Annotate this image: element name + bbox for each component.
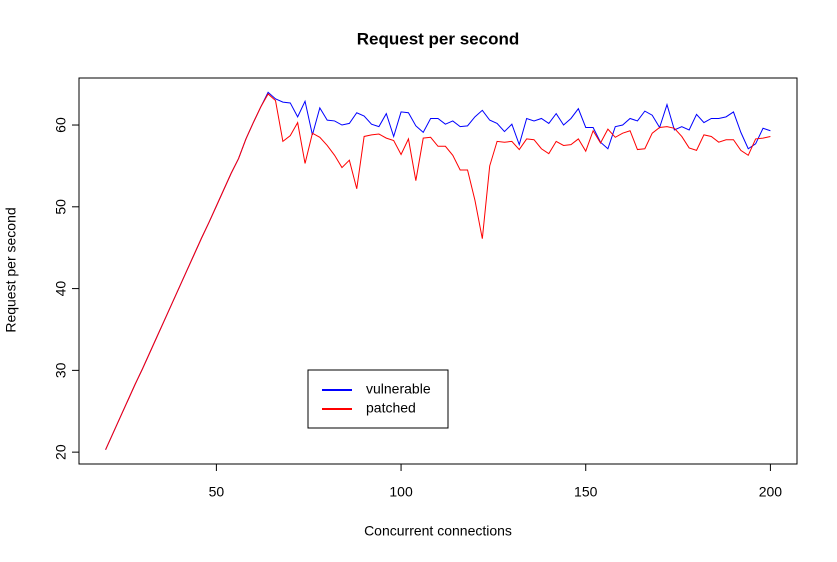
- legend-box: [307, 369, 449, 429]
- y-axis-label: Request per second: [3, 207, 19, 332]
- plot-frame: [78, 77, 798, 465]
- y-tick-label: 50: [53, 199, 69, 215]
- y-tick-label: 30: [53, 362, 69, 378]
- y-tick-label: 40: [53, 281, 69, 297]
- legend-label: patched: [366, 400, 416, 416]
- legend-label: vulnerable: [366, 381, 431, 397]
- x-tick-label: 100: [389, 484, 413, 500]
- y-tick-label: 20: [53, 444, 69, 460]
- x-tick-label: 50: [209, 484, 225, 500]
- x-tick-label: 200: [759, 484, 783, 500]
- y-tick-label: 60: [53, 117, 69, 133]
- x-tick-label: 150: [574, 484, 598, 500]
- chart-title: Request per second: [357, 29, 520, 48]
- series-line: [105, 93, 771, 450]
- x-axis-label: Concurrent connections: [364, 523, 512, 539]
